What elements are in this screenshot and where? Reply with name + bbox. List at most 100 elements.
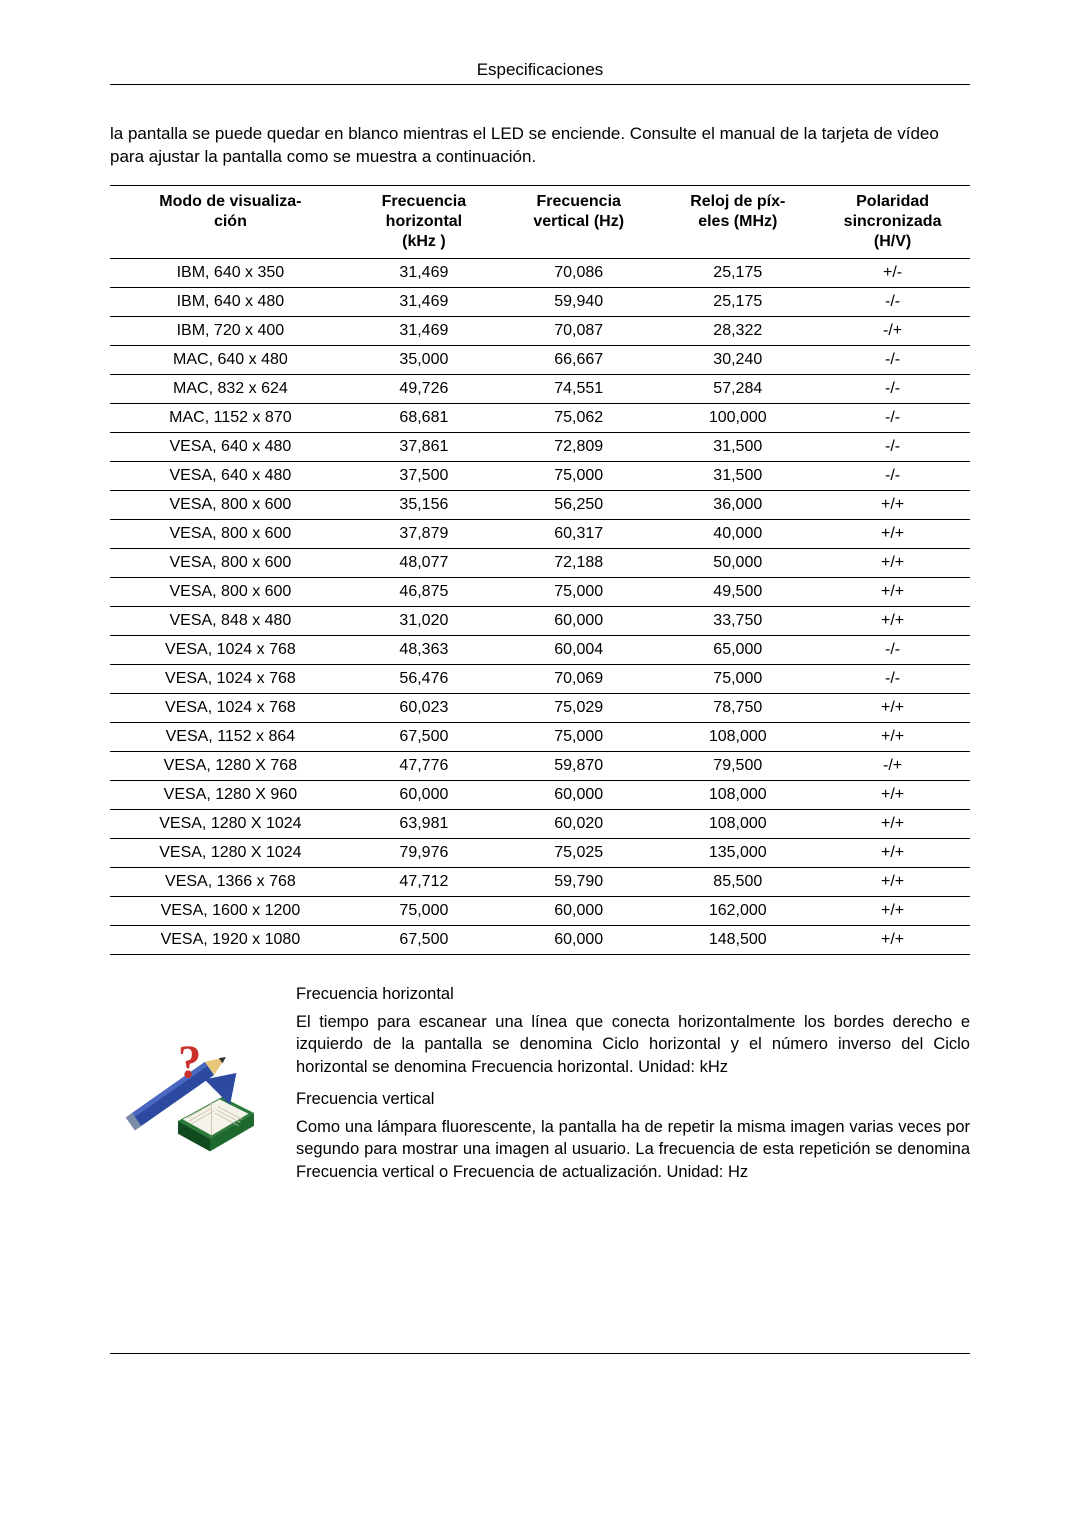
table-cell: VESA, 640 x 480 [110, 432, 351, 461]
table-cell: 31,500 [660, 432, 815, 461]
table-cell: +/+ [815, 809, 970, 838]
table-cell: +/+ [815, 838, 970, 867]
table-cell: 75,000 [497, 577, 660, 606]
table-cell: VESA, 1024 x 768 [110, 635, 351, 664]
table-row: VESA, 640 x 48037,86172,80931,500-/- [110, 432, 970, 461]
table-cell: 75,000 [497, 461, 660, 490]
table-cell: 47,712 [351, 867, 497, 896]
table-cell: 162,000 [660, 896, 815, 925]
table-cell: 28,322 [660, 316, 815, 345]
table-row: VESA, 1280 X 102479,97675,025135,000+/+ [110, 838, 970, 867]
table-row: IBM, 720 x 40031,46970,08728,322-/+ [110, 316, 970, 345]
svg-text:?: ? [178, 1037, 201, 1088]
table-cell: +/+ [815, 490, 970, 519]
table-cell: 37,500 [351, 461, 497, 490]
table-cell: -/- [815, 287, 970, 316]
table-cell: 56,250 [497, 490, 660, 519]
table-cell: +/+ [815, 519, 970, 548]
table-cell: 49,726 [351, 374, 497, 403]
table-row: VESA, 1024 x 76848,36360,00465,000-/- [110, 635, 970, 664]
table-cell: 31,469 [351, 258, 497, 287]
table-cell: MAC, 832 x 624 [110, 374, 351, 403]
table-cell: 72,809 [497, 432, 660, 461]
table-row: VESA, 1024 x 76860,02375,02978,750+/+ [110, 693, 970, 722]
table-cell: 46,875 [351, 577, 497, 606]
table-row: VESA, 1152 x 86467,50075,000108,000+/+ [110, 722, 970, 751]
table-cell: -/- [815, 432, 970, 461]
table-cell: MAC, 1152 x 870 [110, 403, 351, 432]
table-cell: 75,062 [497, 403, 660, 432]
table-row: VESA, 800 x 60048,07772,18850,000+/+ [110, 548, 970, 577]
col-header-mode-line2: ción [214, 213, 247, 230]
table-cell: -/- [815, 664, 970, 693]
table-cell: 70,087 [497, 316, 660, 345]
table-cell: 36,000 [660, 490, 815, 519]
table-cell: 100,000 [660, 403, 815, 432]
table-cell: +/+ [815, 896, 970, 925]
table-cell: VESA, 1280 X 960 [110, 780, 351, 809]
question-book-pencil-icon: ? [110, 1033, 270, 1166]
table-cell: -/- [815, 345, 970, 374]
table-row: VESA, 640 x 48037,50075,00031,500-/- [110, 461, 970, 490]
table-cell: 59,940 [497, 287, 660, 316]
table-cell: 50,000 [660, 548, 815, 577]
page-header-title: Especificaciones [477, 60, 604, 79]
table-cell: 67,500 [351, 925, 497, 954]
table-cell: VESA, 800 x 600 [110, 577, 351, 606]
table-cell: VESA, 1280 X 1024 [110, 809, 351, 838]
table-cell: VESA, 640 x 480 [110, 461, 351, 490]
table-cell: 135,000 [660, 838, 815, 867]
table-cell: 74,551 [497, 374, 660, 403]
table-cell: +/+ [815, 780, 970, 809]
hfreq-title: Frecuencia horizontal [296, 983, 970, 1005]
table-cell: 108,000 [660, 722, 815, 751]
table-cell: IBM, 640 x 350 [110, 258, 351, 287]
table-cell: +/+ [815, 693, 970, 722]
table-cell: 30,240 [660, 345, 815, 374]
table-row: VESA, 1600 x 120075,00060,000162,000+/+ [110, 896, 970, 925]
hfreq-body: El tiempo para escanear una línea que co… [296, 1011, 970, 1078]
table-cell: 108,000 [660, 809, 815, 838]
table-cell: 31,469 [351, 287, 497, 316]
table-cell: 57,284 [660, 374, 815, 403]
table-cell: 75,025 [497, 838, 660, 867]
table-row: VESA, 800 x 60035,15656,25036,000+/+ [110, 490, 970, 519]
definitions-text: Frecuencia horizontal El tiempo para esc… [296, 983, 970, 1193]
table-row: VESA, 800 x 60037,87960,31740,000+/+ [110, 519, 970, 548]
vfreq-body: Como una lámpara fluorescente, la pantal… [296, 1116, 970, 1183]
timing-modes-table: Modo de visualiza- ción Frecuencia horiz… [110, 185, 970, 955]
table-cell: 85,500 [660, 867, 815, 896]
table-cell: 60,004 [497, 635, 660, 664]
table-cell: VESA, 800 x 600 [110, 490, 351, 519]
table-cell: 60,317 [497, 519, 660, 548]
table-cell: +/- [815, 258, 970, 287]
table-row: VESA, 1920 x 108067,50060,000148,500+/+ [110, 925, 970, 954]
col-header-vfreq: Frecuencia vertical (Hz) [497, 185, 660, 258]
table-cell: 48,363 [351, 635, 497, 664]
table-cell: 49,500 [660, 577, 815, 606]
table-cell: 70,069 [497, 664, 660, 693]
table-cell: 60,000 [497, 925, 660, 954]
table-cell: IBM, 640 x 480 [110, 287, 351, 316]
table-cell: +/+ [815, 722, 970, 751]
table-row: VESA, 1024 x 76856,47670,06975,000-/- [110, 664, 970, 693]
col-header-polarity: Polaridad sincronizada (H/V) [815, 185, 970, 258]
table-cell: 65,000 [660, 635, 815, 664]
table-cell: 31,469 [351, 316, 497, 345]
table-cell: VESA, 1024 x 768 [110, 693, 351, 722]
table-cell: 59,870 [497, 751, 660, 780]
table-cell: 59,790 [497, 867, 660, 896]
table-cell: -/+ [815, 751, 970, 780]
table-cell: 75,029 [497, 693, 660, 722]
table-row: VESA, 1280 X 76847,77659,87079,500-/+ [110, 751, 970, 780]
table-cell: 60,000 [497, 606, 660, 635]
table-cell: 33,750 [660, 606, 815, 635]
table-cell: 75,000 [351, 896, 497, 925]
table-cell: VESA, 800 x 600 [110, 519, 351, 548]
vfreq-title: Frecuencia vertical [296, 1088, 970, 1110]
table-cell: -/- [815, 461, 970, 490]
table-cell: VESA, 1280 X 768 [110, 751, 351, 780]
table-cell: IBM, 720 x 400 [110, 316, 351, 345]
table-cell: +/+ [815, 577, 970, 606]
footer-rule [110, 1353, 970, 1354]
